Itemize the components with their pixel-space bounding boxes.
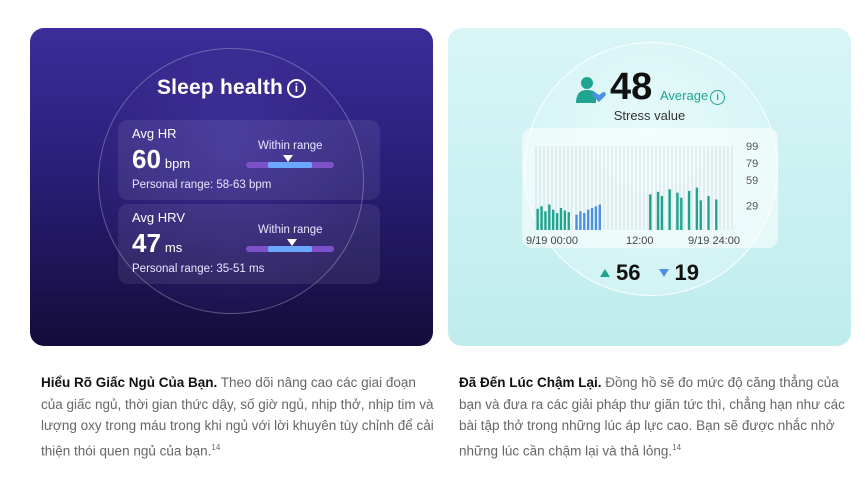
stress-level-text: Average: [660, 88, 709, 103]
description-text: Đồng hồ sẽ đo mức độ căng thẳng của bạn …: [459, 375, 845, 458]
chart-bar: [548, 204, 551, 230]
chart-bar: [583, 213, 586, 230]
y-tick-label: 59: [746, 175, 758, 187]
footnote-ref[interactable]: 14: [211, 442, 221, 452]
metric-value: 60 bpm: [132, 144, 190, 175]
metric-number: 47: [132, 228, 161, 258]
range-normal-segment: [268, 246, 312, 252]
x-tick-label: 12:00: [626, 235, 654, 247]
chart-bar: [559, 207, 563, 230]
description-text: Theo dõi nâng cao các giai đoạn của giấc…: [41, 375, 434, 458]
metric-unit: ms: [164, 240, 183, 255]
stress-chart-svg: 99 79 59 29 9/19 00:00 12:00 9/19 24:00: [526, 141, 758, 247]
chart-bar: [680, 197, 683, 230]
footnote-ref[interactable]: 14: [672, 442, 682, 452]
chart-bar: [536, 208, 539, 230]
info-icon[interactable]: i: [710, 90, 726, 105]
metric-value: 47 ms: [132, 228, 182, 259]
metric-unit: bpm: [164, 156, 191, 171]
chart-bar: [598, 204, 601, 230]
chart-bar: [555, 213, 559, 230]
y-tick-label: 29: [746, 200, 758, 212]
range-normal-segment: [268, 162, 312, 168]
range-marker-icon: [286, 239, 297, 246]
chart-bar: [575, 214, 578, 230]
chart-bar: [579, 211, 582, 230]
range-status: Within range: [258, 140, 323, 152]
chart-bar: [563, 210, 567, 230]
chart-bar: [687, 190, 691, 230]
stress-card: 48 Average i Stress value 99 79 59 29 9/19 00…: [448, 28, 851, 346]
up-arrow-icon: [600, 269, 611, 277]
chart-bar: [544, 211, 547, 230]
stress-high: 56: [616, 260, 641, 285]
chart-bar: [660, 196, 664, 230]
personal-range: Personal range: 35-51 ms: [132, 263, 265, 275]
metric-name: Avg HR: [132, 126, 177, 141]
stress-description: Đã Đến Lúc Chậm Lại. Đồng hồ sẽ đo mức đ…: [459, 372, 854, 462]
sleep-health-title: Sleep health i: [30, 76, 433, 100]
stress-level: Average i: [660, 88, 726, 105]
range-status: Within range: [258, 224, 323, 236]
stress-chart: 99 79 59 29 9/19 00:00 12:00 9/19 24:00: [522, 128, 778, 248]
y-tick-label: 79: [746, 158, 758, 170]
sleep-health-title-text: Sleep health: [156, 76, 284, 99]
chart-bar: [707, 196, 710, 230]
chart-bar: [668, 189, 671, 230]
person-heart-icon: [576, 77, 606, 103]
info-icon[interactable]: i: [287, 79, 307, 98]
sleep-health-card: Sleep health i Avg HR 60 bpm Within range …: [30, 28, 433, 346]
chart-bar: [586, 209, 590, 230]
chart-bar: [715, 199, 718, 230]
chart-bar: [676, 192, 679, 230]
chart-bar: [695, 187, 699, 230]
metric-name: Avg HRV: [132, 210, 185, 225]
avg-hrv-panel: Avg HRV 47 ms Within range Personal range…: [118, 204, 380, 284]
x-tick-label: 9/19 00:00: [526, 235, 578, 247]
stress-value: 48: [610, 66, 653, 108]
range-bar: [246, 239, 334, 252]
sleep-watch-face: [98, 48, 364, 314]
x-tick-label: 9/19 24:00: [688, 235, 740, 247]
stress-label: Stress value: [613, 108, 686, 123]
stress-low: 19: [674, 260, 699, 285]
chart-bar: [567, 212, 570, 230]
down-arrow-icon: [658, 269, 669, 277]
y-tick-label: 99: [746, 141, 758, 153]
description-title: Đã Đến Lúc Chậm Lại.: [459, 375, 602, 390]
stress-high-low: 56 19: [448, 260, 851, 286]
sleep-description: Hiểu Rõ Giấc Ngủ Của Bạn. Theo dõi nâng …: [41, 372, 436, 462]
description-title: Hiểu Rõ Giấc Ngủ Của Bạn.: [41, 375, 218, 390]
chart-bar: [540, 206, 543, 230]
chart-bar: [590, 207, 594, 230]
chart-bar: [649, 194, 652, 230]
metric-number: 60: [132, 144, 161, 174]
chart-bar: [594, 206, 598, 230]
chart-bar: [552, 209, 555, 230]
personal-range: Personal range: 58-63 bpm: [132, 179, 272, 191]
range-marker-icon: [283, 155, 294, 162]
chart-bar: [699, 200, 702, 230]
chart-bar: [656, 191, 660, 230]
range-bar: [246, 155, 334, 168]
avg-hr-panel: Avg HR 60 bpm Within range Personal range…: [118, 120, 380, 200]
